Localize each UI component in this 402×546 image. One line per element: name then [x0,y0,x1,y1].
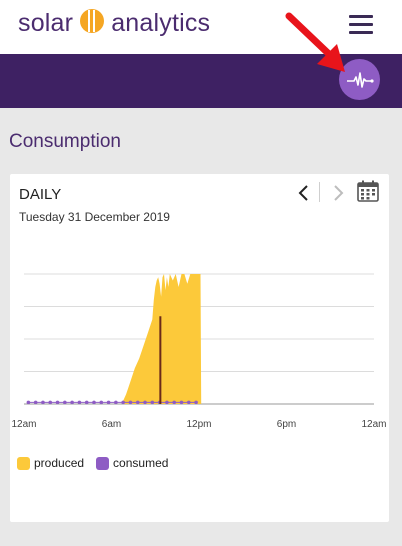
pulse-icon [346,71,374,88]
nav-divider [319,182,320,202]
period-label: DAILY [19,186,62,203]
date-label: Tuesday 31 December 2019 [19,210,170,224]
legend-swatch-consumed [96,456,110,470]
hamburger-icon-line [349,22,373,26]
consumed-point [92,400,96,405]
chart-legend: produced consumed [17,456,174,470]
consumed-point [106,400,111,405]
x-axis-ticks: 12am 6am 12pm 6pm 12am [11,419,386,430]
consumed-point [128,400,133,405]
calendar-icon[interactable] [357,180,379,202]
hamburger-icon-line [349,30,373,34]
consumed-point [48,400,53,405]
consumed-point [41,400,45,405]
legend-label-consumed: consumed [113,456,169,470]
consumed-point [135,400,140,405]
consumed-point [165,400,169,405]
consumed-point [63,400,67,405]
consumed-point [70,400,74,405]
consumed-point [99,400,104,405]
consumed-point [84,400,89,405]
consumed-point [179,400,184,405]
sun-logo-icon [79,8,105,39]
consumed-point [194,400,198,405]
consumption-chart: 12am 6am 12pm 6pm 12am [11,273,387,430]
consumed-point [114,400,118,405]
produced-area [121,274,202,404]
consumed-point [33,400,38,405]
top-bar: solar analytics [0,0,402,54]
x-tick-label: 12pm [186,419,211,430]
pulse-button[interactable] [339,59,380,100]
logo[interactable]: solar analytics [18,8,210,38]
x-tick-label: 12am [361,419,386,430]
legend-item-consumed[interactable]: consumed [96,456,168,470]
chevron-right-icon[interactable] [330,182,346,204]
legend-swatch-produced [17,456,30,470]
legend-item-produced[interactable]: produced [17,456,84,470]
consumed-point [77,400,82,405]
logo-text-right: analytics [111,8,211,37]
x-tick-label: 6am [102,419,121,430]
consumed-point [26,400,31,405]
consumed-series [26,400,198,405]
consumed-point [172,400,177,405]
legend-label-produced: produced [34,456,85,470]
hamburger-menu-button[interactable] [346,12,376,36]
consumed-point [150,400,155,405]
x-tick-label: 6pm [277,419,296,430]
x-tick-label: 12am [11,419,36,430]
produced-series [121,274,202,404]
logo-text-left: solar [18,8,74,37]
hamburger-icon [349,14,373,18]
consumed-point [121,400,125,405]
page-title: Consumption [9,131,121,152]
consumed-point [143,400,147,405]
consumed-point [186,400,191,405]
consumption-card: 12am 6am 12pm 6pm 12am DAILY Tuesday 31 Dece… [10,174,389,522]
chevron-left-icon[interactable] [296,182,312,204]
consumed-point [55,400,60,405]
